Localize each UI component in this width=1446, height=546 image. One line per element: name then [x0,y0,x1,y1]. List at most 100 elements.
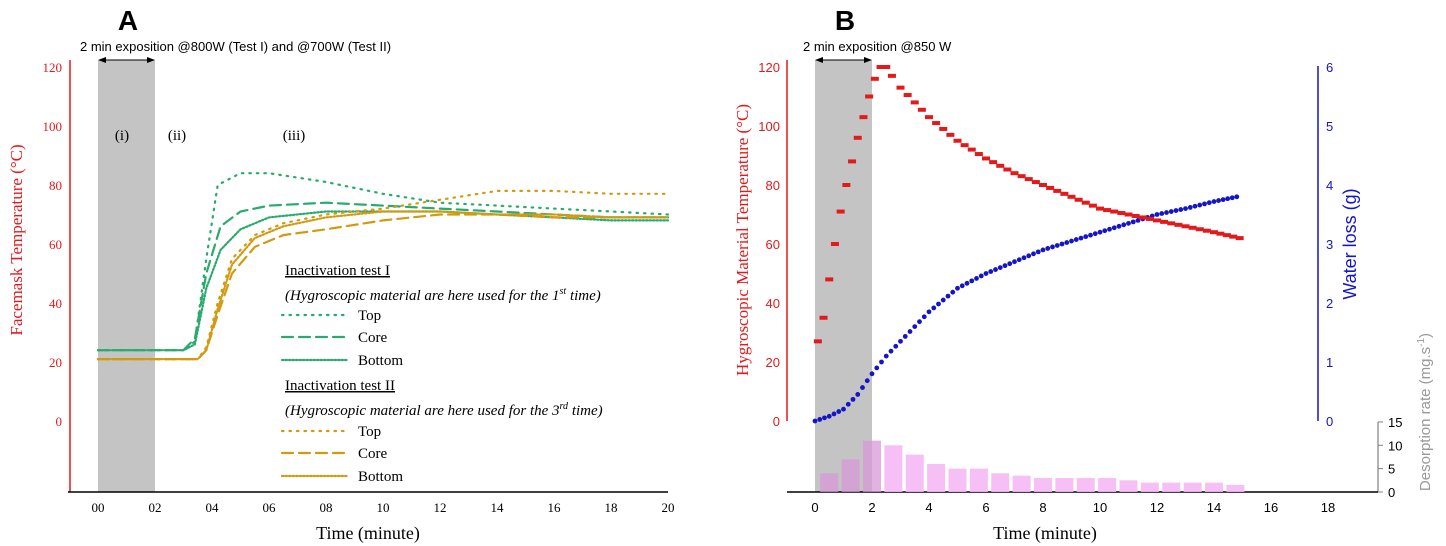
y-tick-label: 60 [766,237,780,252]
panel-b-temperature-series [813,65,1244,344]
temperature-point [1024,177,1033,182]
water-loss-point [893,343,899,349]
legend-label: Bottom [358,469,403,485]
temperature-point [1053,188,1062,193]
y3-tick-label: 5 [1388,462,1395,477]
water-loss-point [1045,246,1051,251]
panel-a-x-ticks: 00 02 04 06 08 10 12 14 16 18 20 [92,500,675,515]
y-tick-label: 100 [43,119,63,134]
temperature-point [887,73,896,78]
desorption-bar [1098,477,1117,492]
water-loss-point [1069,238,1074,244]
water-loss-point [1234,194,1240,200]
y2-tick-label: 6 [1326,60,1333,75]
water-loss-point [1059,241,1065,247]
panel-a-arrowhead-right [147,57,155,63]
water-loss-point [869,371,875,377]
legend-group2-title: Inactivation test II [285,378,395,394]
desorption-bar [1140,482,1159,492]
temperature-point [1003,167,1012,172]
desorption-bar [1119,480,1138,492]
temperature-point [836,209,845,214]
desorption-bar [1162,482,1181,492]
water-loss-point [997,265,1003,270]
x-tick-label: 0 [811,500,818,515]
temperature-point [1235,236,1244,241]
desorption-bar [841,459,860,492]
desorption-bar [905,454,924,492]
x-tick-label: 4 [925,500,932,515]
legend-label: Bottom [358,353,403,369]
legend-label: Top [358,424,381,440]
water-loss-point [841,406,846,412]
x-tick-label: 00 [92,500,105,515]
water-loss-point [959,283,965,289]
temperature-point [1060,191,1069,196]
temperature-point [903,93,912,98]
water-loss-point [1050,244,1055,250]
temperature-point [1145,216,1154,221]
water-loss-point [1088,232,1093,238]
water-loss-point [1202,201,1207,207]
x-tick-label: 12 [434,500,447,515]
water-loss-point [1229,195,1235,201]
water-loss-point [817,417,823,422]
temperature-point [1017,174,1026,179]
desorption-bar [1034,477,1052,492]
temperature-point [882,65,891,69]
temperature-point [1039,183,1047,187]
panel-b-x-ticks: 0 2 4 6 8 10 12 14 16 18 [811,500,1335,515]
y-tick-label: 60 [49,237,62,252]
water-loss-point [926,309,932,315]
water-loss-point [1197,202,1203,208]
panel-b-y-label: Hygroscopic Material Temperature (°C) [733,104,752,376]
temperature-point [830,242,839,246]
temperature-point [1188,225,1197,230]
series-line-top-test1 [96,172,670,352]
panel-a-legend: Inactivation test I (Hygroscopic materia… [280,263,603,485]
water-loss-point [1040,247,1046,253]
desorption-bar [1012,475,1031,492]
x-tick-label: 2 [868,500,875,515]
water-loss-point [950,289,956,295]
desorption-bar [1205,482,1223,492]
panel-b-y2-ticks: 0 1 2 3 4 5 6 [1326,60,1333,429]
temperature-point [853,135,862,140]
temperature-point [825,277,834,282]
y-tick-label: 20 [49,355,62,370]
water-loss-point [945,293,951,299]
y2-tick-label: 1 [1326,355,1333,370]
temperature-point [989,160,998,165]
water-loss-point [1031,251,1036,257]
temperature-point [932,121,941,126]
temperature-point [876,65,885,69]
temperature-point [1216,231,1225,236]
y-tick-label: 0 [56,414,63,429]
water-loss-point [1183,206,1188,212]
water-loss-point [936,301,941,307]
y3-tick-label: 10 [1388,438,1402,453]
panel-b-water-loss-series [812,194,1240,424]
panel-b-arrowhead-right [864,57,872,63]
x-tick-label: 14 [491,500,505,515]
panel-b-x-label: Time (minute) [993,523,1097,544]
water-loss-point [1192,203,1198,209]
temperature-point [974,152,983,157]
water-loss-point [1092,231,1098,237]
y-tick-label: 20 [766,355,780,370]
panel-b-desorption-bars [820,440,1245,492]
x-tick-label: 6 [982,500,989,515]
temperature-point [939,126,948,131]
water-loss-point [831,411,837,417]
panel-a-annotation: 2 min exposition @800W (Test I) and @700… [80,39,391,54]
desorption-bar [948,468,967,492]
water-loss-point [898,338,903,344]
water-loss-point [1130,219,1136,225]
panel-a-series [96,172,670,361]
temperature-point [1229,234,1238,239]
x-tick-label: 14 [1207,500,1221,515]
temperature-point [1138,215,1147,220]
temperature-point [1074,197,1083,202]
water-loss-point [1225,196,1231,202]
water-loss-point [860,385,865,390]
